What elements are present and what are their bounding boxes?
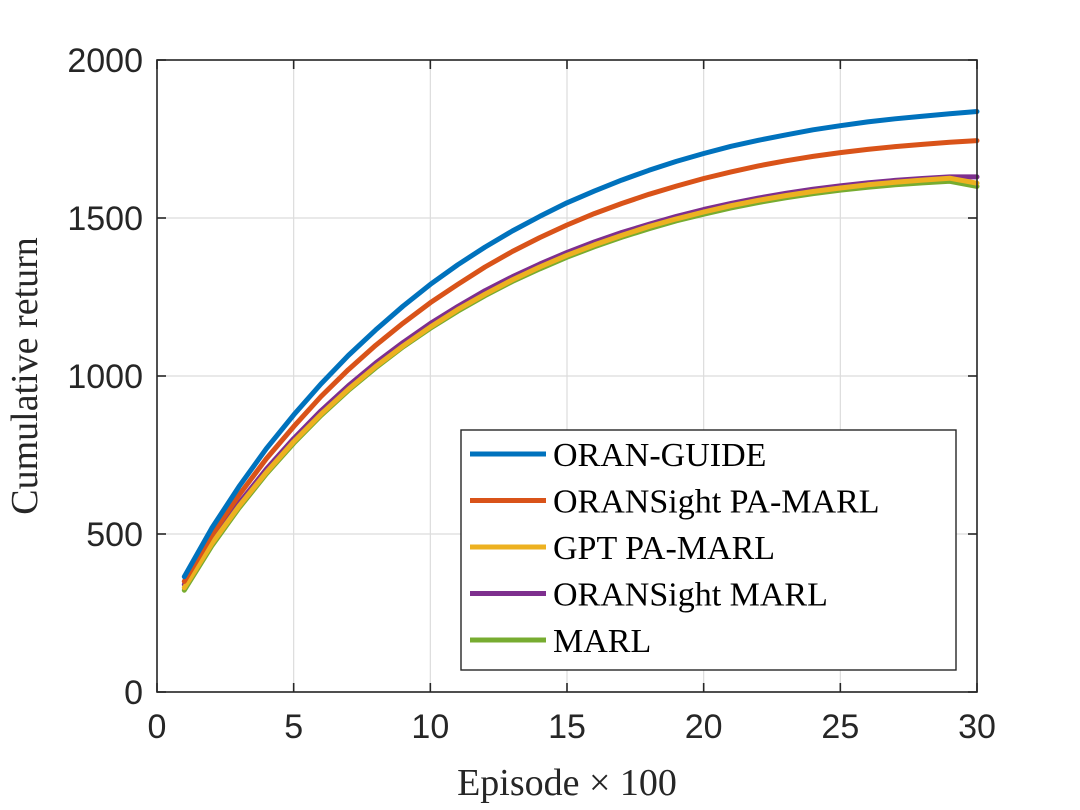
series-line-oran-guide [181, 109, 980, 580]
x-tick-label: 10 [411, 708, 449, 746]
series-line-oransight-pa-marl [181, 138, 980, 584]
x-axis-title: Episode × 100 [457, 762, 677, 804]
y-axis-title: Cumulative return [4, 237, 46, 515]
legend-box [460, 429, 957, 671]
legend: ORAN-GUIDE ORANSight PA-MARL GPT PA-MARL OR… [460, 429, 957, 671]
series-line-gpt-pa-marl [181, 175, 980, 591]
y-tick-labels: 0 500 1000 1500 2000 [67, 42, 143, 712]
legend-label: ORANSight PA-MARL [553, 484, 880, 521]
legend-label: MARL [553, 623, 651, 660]
legend-label: GPT PA-MARL [553, 530, 775, 567]
series-lines [181, 109, 980, 593]
x-tick-label: 0 [148, 708, 167, 746]
x-tick-label: 30 [958, 708, 996, 746]
y-tick-label: 2000 [67, 42, 143, 80]
x-tick-label: 20 [685, 708, 723, 746]
x-tick-label: 15 [548, 708, 586, 746]
y-tick-label: 500 [86, 516, 143, 554]
x-tick-labels: 0 5 10 15 20 25 30 [148, 708, 996, 746]
legend-label: ORAN-GUIDE [553, 437, 766, 474]
y-tick-label: 0 [124, 674, 143, 712]
axis-ticks [156, 59, 978, 693]
legend-label: ORANSight MARL [553, 577, 828, 614]
y-tick-label: 1500 [67, 200, 143, 238]
x-tick-label: 25 [821, 708, 859, 746]
x-tick-label: 5 [284, 708, 303, 746]
y-tick-label: 1000 [67, 358, 143, 396]
